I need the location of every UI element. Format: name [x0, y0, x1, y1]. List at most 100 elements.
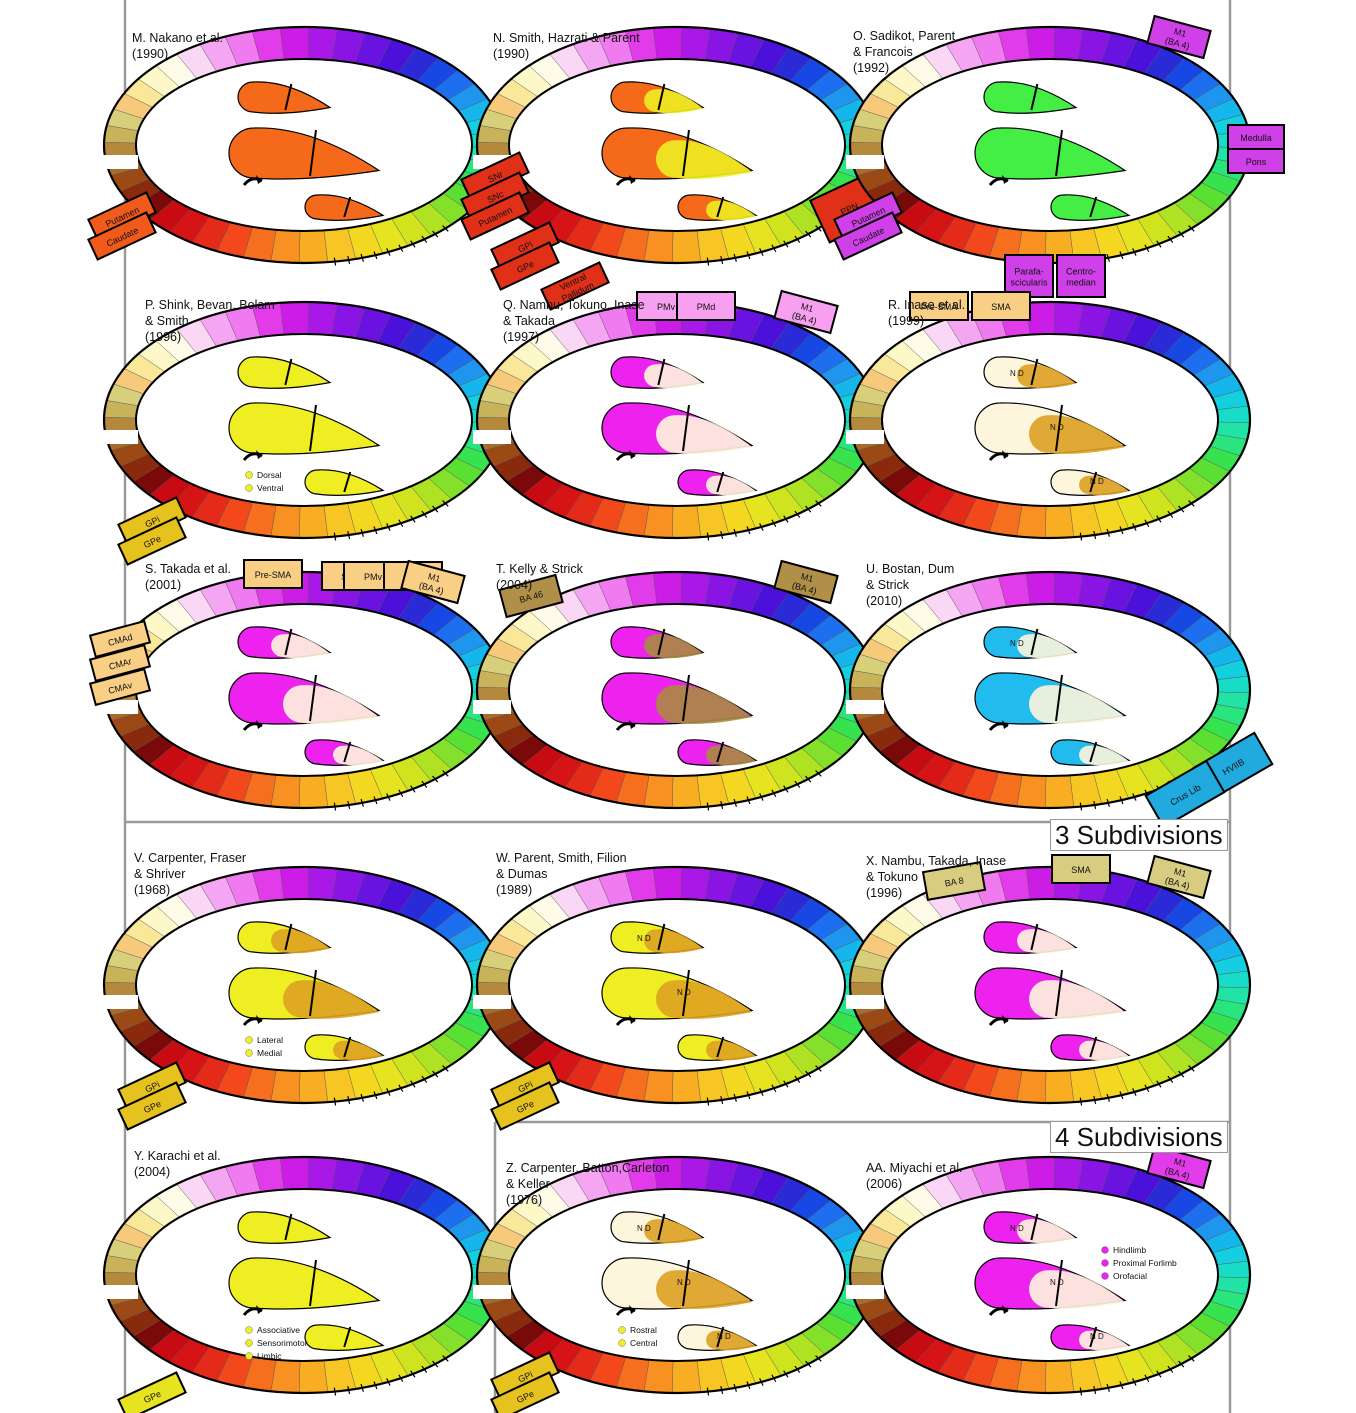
ring-tick — [1106, 798, 1110, 807]
ring-tick — [1156, 1080, 1162, 1088]
ring-tick — [1119, 796, 1124, 805]
ring-gap — [100, 155, 138, 169]
ring-tick — [746, 526, 751, 535]
ring-outline-inner — [881, 898, 1219, 1072]
nucleus-subdivision — [656, 1270, 752, 1309]
nucleus-divider — [309, 129, 317, 177]
projection-box: GPe — [117, 1371, 187, 1413]
ring-tick — [720, 1095, 724, 1105]
ring-gap — [473, 430, 511, 444]
nucleus-divider — [309, 969, 317, 1017]
legend-label: Orofacial — [1113, 1271, 1147, 1281]
projection-box-shape — [1146, 1144, 1212, 1190]
nucleus-divider — [343, 1036, 352, 1058]
ring-tick — [432, 1360, 439, 1368]
nucleus-divider — [716, 741, 725, 763]
ring-segment — [280, 1156, 309, 1190]
ring-tick — [1132, 1378, 1137, 1386]
nucleus-divider — [1030, 628, 1039, 656]
ring-gap — [100, 1285, 138, 1299]
projection-box: M1(BA 4) — [773, 559, 839, 605]
ring-segment — [299, 505, 328, 539]
projection-box-shape — [676, 291, 736, 321]
ring-tick — [1178, 1360, 1185, 1368]
ring-tick — [398, 789, 404, 798]
ring-tick — [706, 257, 710, 266]
projection-box: M1(BA 4) — [1146, 854, 1212, 900]
projection-box-shape — [773, 289, 839, 335]
ring-tick — [1156, 1370, 1162, 1378]
projection-box-label: Pre-SMA — [255, 570, 292, 580]
ring-tick — [1178, 230, 1185, 238]
not-determined-label: N D — [637, 1224, 651, 1233]
projection-box: GPe — [117, 516, 187, 566]
ring-tick — [1167, 1075, 1174, 1083]
ring-tick — [360, 798, 364, 807]
nucleus-divider — [682, 404, 690, 452]
projection-box: BA 8 — [921, 861, 987, 901]
not-determined-label: N D — [1050, 423, 1064, 432]
ring-tick — [398, 1374, 404, 1383]
ring-segment — [299, 1360, 328, 1394]
projection-box-shape — [490, 241, 560, 291]
ring-tick — [1119, 251, 1124, 260]
ring-outline-outer — [848, 570, 1252, 810]
ring-tick — [815, 1355, 822, 1362]
ring-outline-inner — [135, 58, 473, 232]
panel-title-x: X. Nambu, Takada, Inase & Tokuno (1996) — [866, 854, 1007, 900]
ring-tick — [442, 1355, 449, 1362]
ring-tick — [746, 796, 751, 805]
projection-box: Caudate — [87, 211, 157, 261]
nucleus-gp-bottom — [304, 469, 385, 496]
projection-box-shape — [400, 559, 466, 605]
not-determined-label: N D — [1010, 369, 1024, 378]
panel-title-m: M. Nakano et al. (1990) — [132, 31, 224, 61]
legend-swatch — [245, 1049, 253, 1057]
not-determined-label: N D — [1010, 1224, 1024, 1233]
nucleus-divider — [1055, 404, 1063, 452]
panel-title-s: S. Takada et al. (2001) — [145, 562, 231, 592]
nucleus-divider — [309, 404, 317, 452]
ring-tick — [373, 251, 378, 260]
ring-tick — [1106, 528, 1110, 537]
ring-tick — [421, 235, 428, 243]
ring-tick — [442, 500, 449, 507]
legend-label: Medial — [257, 1048, 282, 1058]
nucleus-divider — [343, 196, 352, 218]
not-determined-label: N D — [717, 1332, 731, 1341]
nucleus-gpe-top — [237, 81, 332, 114]
ring-tick — [1119, 1381, 1124, 1390]
nucleus-gpi-mid — [228, 402, 381, 455]
projection-box-label: Pons — [1246, 157, 1267, 167]
legend-label: Dorsal — [257, 470, 282, 480]
nucleus-divider — [682, 129, 690, 177]
ring-tick — [1188, 225, 1195, 232]
ring-tick — [1132, 248, 1137, 256]
ring-tick — [1079, 532, 1083, 541]
legend-swatch — [618, 1326, 626, 1334]
projection-box: M1(BA 4) — [1146, 14, 1212, 60]
ring-tick — [386, 1088, 391, 1096]
nucleus-divider — [343, 471, 352, 493]
panel-y: GPe Associative Sensorimotor Limbic — [100, 1155, 506, 1413]
ring-tick — [759, 523, 764, 531]
panel-title-p: P. Shink, Bevan, Bolam & Smith (1996) — [145, 298, 275, 344]
projection-box-label: BA 8 — [944, 875, 964, 888]
ring-tick — [333, 802, 337, 811]
arrow-head — [629, 1015, 635, 1024]
projection-box-shape — [88, 619, 152, 659]
ring-tick — [771, 244, 777, 253]
projection-box: M1(BA 4) — [773, 289, 839, 335]
ring-tick — [1178, 1070, 1185, 1078]
ring-segment — [280, 301, 309, 335]
projection-box-shape — [87, 211, 157, 261]
ring-tick — [815, 770, 822, 777]
projection-box: GPe — [490, 1371, 560, 1413]
ring-tick — [333, 257, 337, 266]
ring-tick — [386, 1378, 391, 1386]
legend-swatch — [1101, 1259, 1109, 1267]
nucleus-gp-bottom — [1050, 194, 1131, 221]
ring-tick — [783, 515, 789, 523]
